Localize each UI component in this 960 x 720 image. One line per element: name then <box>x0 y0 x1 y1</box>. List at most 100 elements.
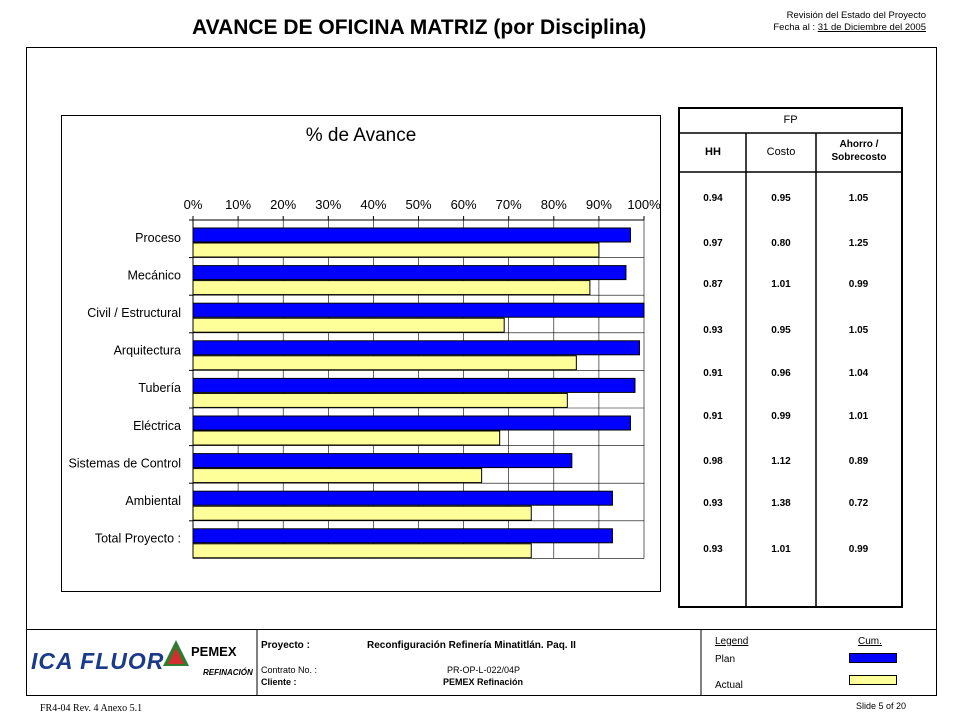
refinacion-logo-text: REFINACIÓN <box>203 668 253 677</box>
fp-table-grid <box>680 132 901 606</box>
revision-info: Revisión del Estado del Proyecto Fecha a… <box>773 10 926 34</box>
contrato-value: PR-OP-L-022/04P <box>447 665 521 675</box>
x-tick-label: 60% <box>451 197 477 212</box>
bar-actual <box>192 355 577 371</box>
cliente-label: Cliente : <box>261 677 297 687</box>
fp-cell-hh: 0.93 <box>703 544 723 555</box>
fp-cell-costo: 1.38 <box>771 498 791 509</box>
x-tick-label: 80% <box>541 197 567 212</box>
bar-plan <box>192 528 613 544</box>
revision-label: Revisión del Estado del Proyecto <box>786 10 926 21</box>
fp-cell-ahorro: 1.05 <box>848 325 869 336</box>
category-label: Proceso <box>135 231 181 245</box>
legend-plan-label: Plan <box>715 654 736 665</box>
bar-plan <box>192 490 613 506</box>
bar-actual <box>192 317 505 333</box>
bar-actual <box>192 430 501 446</box>
proyecto-value: Reconfiguración Refinería Minatitlán. Pa… <box>367 640 576 651</box>
pemex-eagle-icon <box>163 640 189 666</box>
bar-actual <box>192 468 483 484</box>
legend-title: Legend <box>715 636 749 647</box>
form-reference: FR4-04 Rev. 4 Anexo 5.1 <box>40 703 143 714</box>
fp-cell-costo: 0.99 <box>771 411 791 422</box>
fp-cell-ahorro: 1.01 <box>848 411 869 422</box>
contrato-label: Contrato No. : <box>261 665 318 675</box>
fp-cell-ahorro: 0.89 <box>848 456 869 467</box>
x-tick-label: 50% <box>405 197 431 212</box>
fp-cell-ahorro: 0.72 <box>848 498 869 509</box>
category-label: Total Proyecto : <box>95 532 181 546</box>
fp-cell-hh: 0.93 <box>703 325 723 336</box>
bar-plan <box>192 302 645 318</box>
fp-cell-ahorro: 1.25 <box>848 238 869 249</box>
fp-group-header: FP <box>783 114 798 126</box>
bar-actual <box>192 242 600 258</box>
fp-cell-ahorro: 1.04 <box>848 368 869 379</box>
chart-box: % de Avance 0% 10% 20% 30% 40% 50% 60% 70% 80% 90%… <box>61 115 661 592</box>
bar-plan <box>192 227 631 243</box>
date-line: Fecha al : 31 de Diciembre del 2005 <box>773 22 926 34</box>
x-tick-label: 0% <box>184 197 203 212</box>
date-label: Fecha al : <box>773 22 816 33</box>
x-tick-label: 100% <box>627 197 660 212</box>
bar-actual <box>192 543 532 559</box>
chart-title: % de Avance <box>306 125 417 146</box>
fp-col-ahorro: Ahorro / Sobrecosto <box>831 139 887 163</box>
category-label: Sistemas de Control <box>68 456 181 470</box>
page-title: AVANCE DE OFICINA MATRIZ (por Disciplina… <box>192 16 647 39</box>
x-tick-label: 90% <box>586 197 612 212</box>
x-tick-label: 40% <box>360 197 386 212</box>
date-value: 31 de Diciembre del 2005 <box>817 22 926 33</box>
fp-table: FP HH Costo Ahorro / Sobrecosto 0.94 0.95… <box>678 107 903 608</box>
fp-col-hh: HH <box>705 146 721 158</box>
fp-cell-hh: 0.93 <box>703 498 723 509</box>
x-tick-label: 10% <box>225 197 251 212</box>
fp-cell-costo: 0.96 <box>771 368 791 379</box>
fp-cell-costo: 1.12 <box>771 456 791 467</box>
bar-plan <box>192 340 640 356</box>
cliente-value: PEMEX Refinación <box>443 677 524 687</box>
legend-plan-swatch <box>849 653 897 663</box>
legend-cum: Cum. <box>858 636 882 647</box>
x-tick-label: 20% <box>270 197 296 212</box>
bar-plan <box>192 265 627 281</box>
fp-cell-hh: 0.91 <box>703 411 723 422</box>
fp-cell-hh: 0.98 <box>703 456 723 467</box>
fp-cell-ahorro: 0.99 <box>848 544 869 555</box>
bar-plan <box>192 377 636 393</box>
bar-plan <box>192 415 631 431</box>
fp-cell-costo: 1.01 <box>771 544 791 555</box>
category-label: Eléctrica <box>133 419 181 433</box>
x-tick-label: 70% <box>496 197 522 212</box>
category-label: Civil / Estructural <box>87 306 181 320</box>
slide-number: Slide 5 of 20 <box>856 701 907 711</box>
fp-cell-hh: 0.87 <box>703 279 723 290</box>
fp-cell-costo: 0.95 <box>771 193 791 204</box>
category-label: Mecánico <box>128 268 182 282</box>
fp-cell-ahorro: 1.05 <box>848 193 869 204</box>
fp-cell-costo: 0.80 <box>771 238 791 249</box>
fp-col-costo: Costo <box>766 146 796 158</box>
fp-cell-costo: 0.95 <box>771 325 791 336</box>
fp-cell-hh: 0.91 <box>703 368 723 379</box>
fp-cell-ahorro: 0.99 <box>848 279 869 290</box>
bar-actual <box>192 505 532 521</box>
category-label: Ambiental <box>125 494 181 508</box>
bar-actual <box>192 392 568 408</box>
legend-actual-swatch <box>849 675 897 685</box>
ica-fluor-logo: ICA FLUOR <box>31 648 165 674</box>
pemex-logo-text: PEMEX <box>191 644 237 659</box>
proyecto-label: Proyecto : <box>261 640 310 651</box>
bar-plan <box>192 453 573 469</box>
avance-chart: % de Avance 0% 10% 20% 30% 40% 50% 60% 70% 80% 90%… <box>68 125 661 559</box>
legend-actual-label: Actual <box>715 680 743 691</box>
category-label: Arquitectura <box>114 344 181 358</box>
x-tick-label: 30% <box>315 197 341 212</box>
footer-dividers <box>256 630 702 696</box>
content-frame <box>26 47 937 630</box>
bar-actual <box>192 280 591 296</box>
fp-cell-costo: 1.01 <box>771 279 791 290</box>
fp-cell-hh: 0.94 <box>703 193 723 204</box>
fp-cell-hh: 0.97 <box>703 238 723 249</box>
footer: ICA FLUOR PEMEX REFINACIÓN Proyecto : Re… <box>26 630 937 696</box>
